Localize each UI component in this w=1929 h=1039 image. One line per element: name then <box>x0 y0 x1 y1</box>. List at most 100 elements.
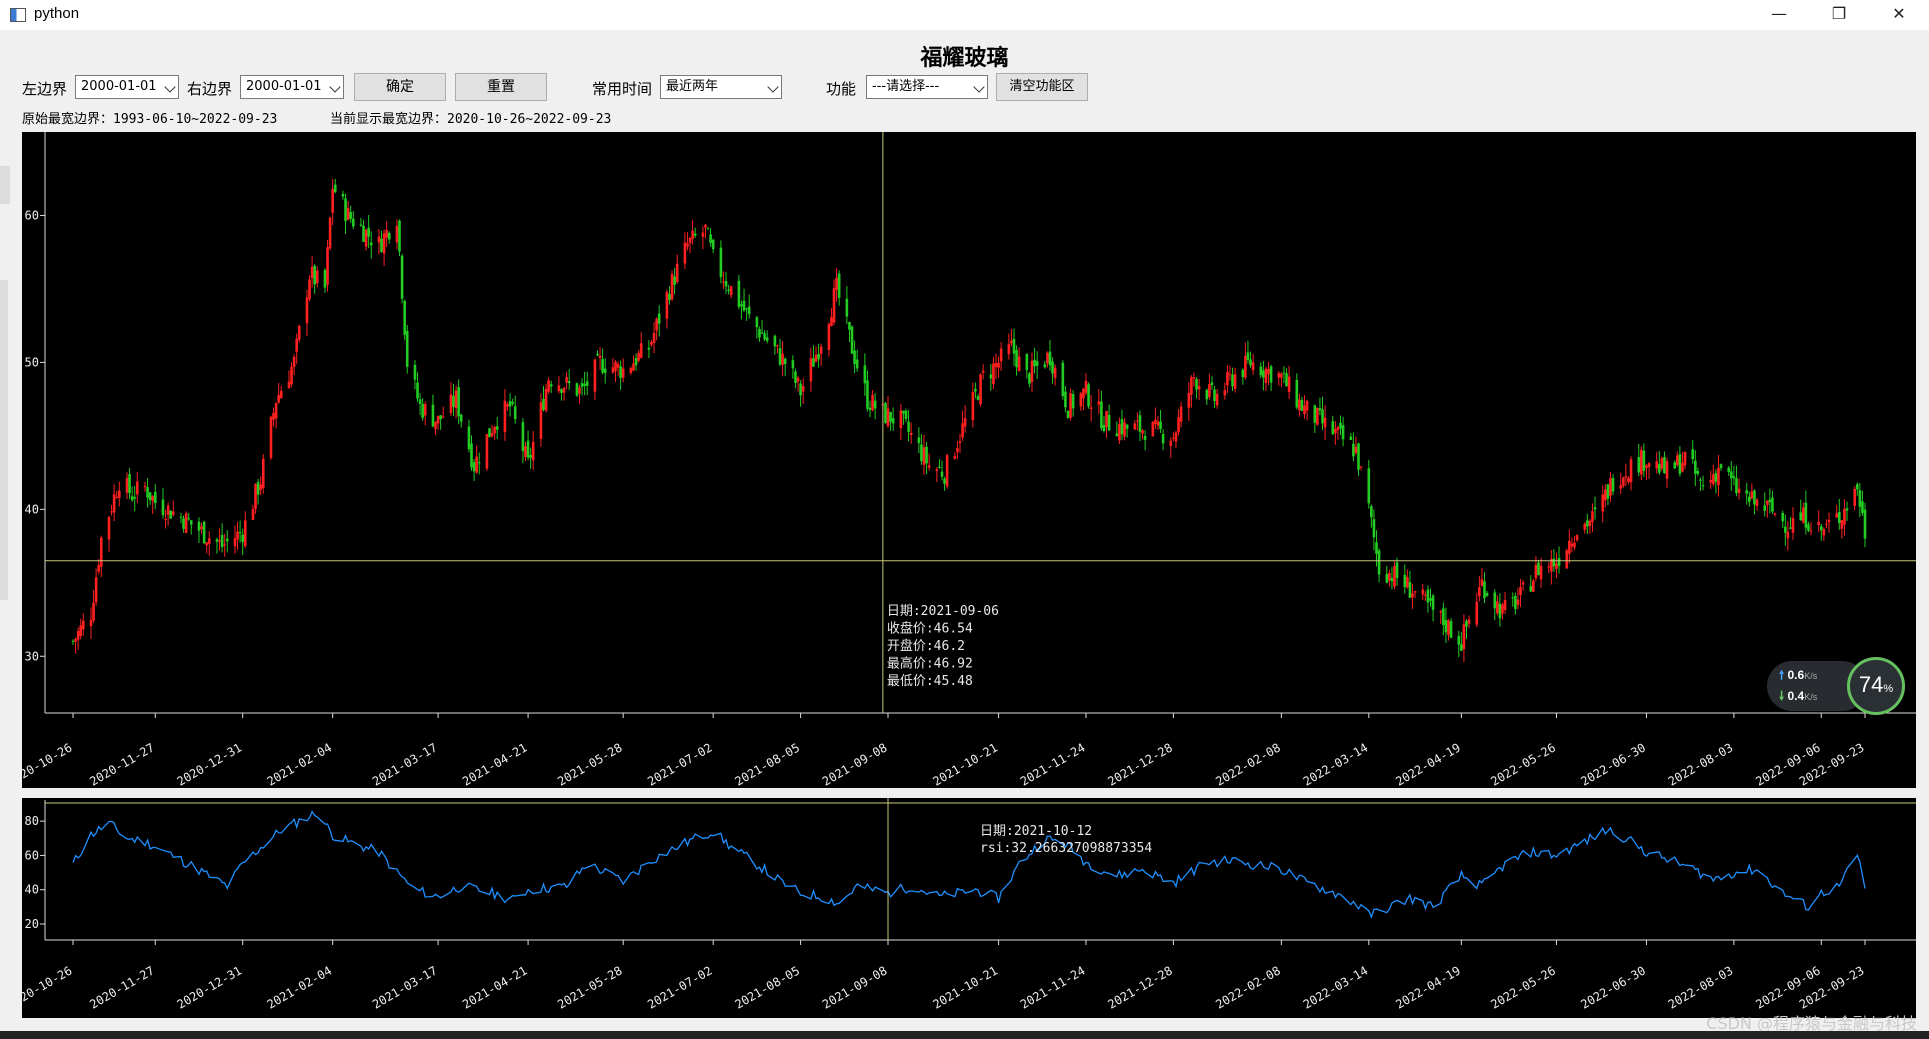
candle-body <box>328 217 332 249</box>
x-tick-label: 2022-02-08 <box>1213 740 1283 788</box>
x-tick-label: 2022-03-14 <box>1301 963 1371 1011</box>
candle-body <box>1213 389 1216 402</box>
candle-body <box>1339 422 1342 429</box>
candle-body <box>657 313 661 324</box>
candle-body <box>1819 526 1823 531</box>
candle-body <box>423 404 427 416</box>
candle-body <box>1375 542 1378 554</box>
candle-body <box>1192 377 1196 379</box>
candle-body <box>1377 550 1381 575</box>
candle-body <box>146 487 149 498</box>
rsi-readout-value: rsi:32.266327098873354 <box>980 841 1152 856</box>
candle-body <box>452 395 455 407</box>
maximize-button[interactable]: ❐ <box>1831 4 1847 23</box>
candle-body <box>395 225 399 243</box>
left-boundary-date[interactable]: 2000-01-01 <box>75 75 179 99</box>
candle-body <box>1837 512 1841 523</box>
candle-body <box>683 242 687 264</box>
candle-body <box>629 368 633 373</box>
candle-body <box>1251 362 1255 371</box>
candle-body <box>1855 484 1859 490</box>
candle-body <box>1241 369 1245 377</box>
y-tick-label: 40 <box>25 502 39 516</box>
reset-button[interactable]: 重置 <box>455 73 547 101</box>
candle-body <box>1154 419 1157 425</box>
candle-body <box>1496 601 1499 614</box>
candle-body <box>269 416 273 458</box>
candle-body <box>1120 419 1124 435</box>
candle-body <box>1223 390 1227 396</box>
candle-body <box>1532 580 1535 592</box>
candle-body <box>1205 389 1209 400</box>
candle-body <box>1372 519 1376 538</box>
left-scroll-strip[interactable] <box>0 280 8 600</box>
candle-body <box>1313 405 1317 423</box>
candle-body <box>110 511 113 513</box>
candle-body <box>827 324 831 350</box>
candle-body <box>207 538 211 544</box>
candle-body <box>963 418 967 427</box>
minimize-button[interactable]: — <box>1771 4 1787 23</box>
function-select[interactable]: ---请选择--- <box>866 75 988 99</box>
candle-body <box>1781 512 1785 522</box>
x-tick-label: 2022-06-30 <box>1578 963 1648 1011</box>
x-tick-label: 2022-08-03 <box>1666 963 1736 1011</box>
x-tick-label: 2022-02-08 <box>1213 963 1283 1011</box>
x-tick-label: 2021-10-21 <box>930 740 1000 788</box>
close-button[interactable]: ✕ <box>1892 4 1906 23</box>
candle-body <box>441 416 445 418</box>
candle-body <box>99 537 103 567</box>
candle-body <box>1732 476 1736 479</box>
candle-body <box>1177 417 1180 433</box>
candle-body <box>673 276 676 285</box>
clear-function-button[interactable]: 清空功能区 <box>996 73 1088 101</box>
rsi-panel[interactable]: 20 40 60 80 2020-10-26 2020-11-27 2020-12-31 20… <box>5 798 1916 1018</box>
network-speed-widget[interactable]: 🠕 0.6K/s 🠗 0.4K/s 74% <box>1767 657 1907 715</box>
candle-body <box>513 406 517 420</box>
candle-body <box>1444 620 1448 633</box>
x-tick-label: 2020-11-27 <box>87 963 157 1011</box>
candle-body <box>1619 485 1623 489</box>
candle-body <box>1138 415 1142 432</box>
candle-body <box>1786 532 1790 539</box>
candle-body <box>814 354 818 362</box>
candle-body <box>1277 373 1281 378</box>
candle-body <box>1105 410 1108 428</box>
candle-body <box>1696 471 1700 474</box>
candle-body <box>382 233 386 254</box>
candle-body <box>830 317 833 327</box>
candle-body <box>521 422 525 452</box>
rsi-chart[interactable]: 20 40 60 80 2020-10-26 2020-11-27 2020-12-31 20… <box>5 798 1916 1018</box>
left-splitter-handle[interactable] <box>0 166 10 204</box>
candle-body <box>511 401 514 404</box>
candle-body <box>1208 384 1211 397</box>
left-boundary-label: 左边界 <box>22 80 68 98</box>
candle-body <box>904 410 908 419</box>
candle-body <box>94 577 98 603</box>
candle-body <box>1858 490 1862 507</box>
candlestick-chart[interactable]: 30 40 50 60 2020-10-26 2020-11-27 2020-12-31 20… <box>5 132 1916 789</box>
candlestick-panel[interactable]: 30 40 50 60 2020-10-26 2020-11-27 2020-12-31 20… <box>5 132 1916 789</box>
candle-body <box>1197 386 1201 390</box>
candle-body <box>431 404 435 427</box>
candle-body <box>1655 461 1659 469</box>
right-boundary-date[interactable]: 2000-01-01 <box>240 75 344 99</box>
candle-body <box>1521 582 1525 585</box>
confirm-button[interactable]: 确定 <box>354 73 446 101</box>
candle-body <box>773 335 777 347</box>
candle-body <box>1259 366 1263 376</box>
function-value: ---请选择--- <box>872 79 940 94</box>
candle-body <box>539 402 543 439</box>
candle-body <box>1228 373 1232 375</box>
candle-body <box>1061 362 1065 397</box>
candle-body <box>197 521 201 531</box>
candle-body <box>634 358 638 366</box>
rsi-line <box>72 810 1866 919</box>
candle-body <box>917 437 921 444</box>
chevron-down-icon <box>973 81 985 93</box>
period-select[interactable]: 最近两年 <box>660 75 782 99</box>
candle-body <box>1483 581 1486 599</box>
candle-body <box>1801 507 1805 523</box>
candle-body <box>215 539 219 542</box>
candle-body <box>616 364 620 368</box>
